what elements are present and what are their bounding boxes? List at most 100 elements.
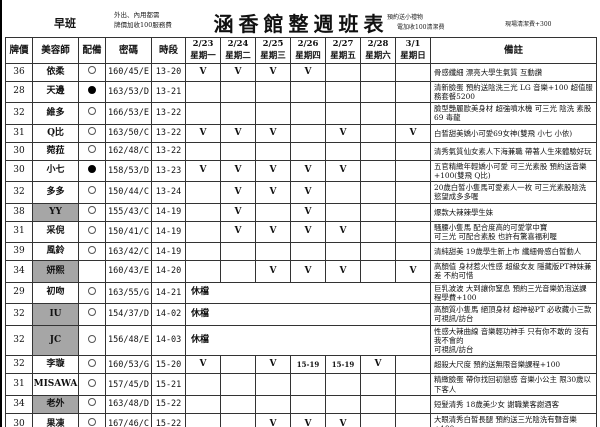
time-cell: 14-20 bbox=[151, 260, 186, 283]
time-cell: 13-22 bbox=[151, 102, 186, 125]
day-cell bbox=[290, 373, 326, 396]
rest-cell: 休檔 bbox=[185, 324, 431, 357]
name-cell: Q比 bbox=[32, 123, 79, 143]
price-cell: 30 bbox=[5, 159, 33, 183]
day-date: 3/1 bbox=[405, 39, 421, 49]
equip-cell bbox=[78, 373, 106, 396]
name-cell: 維多 bbox=[32, 102, 79, 125]
col-header-day-7: 3/1 星期日 bbox=[395, 37, 431, 64]
price-cell: 32 bbox=[5, 324, 33, 357]
time-cell: 13-21 bbox=[151, 80, 186, 104]
name-cell: 初吻 bbox=[32, 281, 79, 305]
day-cell bbox=[220, 355, 256, 375]
time-cell: 13-23 bbox=[151, 159, 186, 183]
name-cell: 李璇 bbox=[32, 355, 79, 375]
day-cell: V bbox=[255, 220, 291, 244]
day-cell bbox=[220, 102, 256, 125]
day-cell bbox=[325, 202, 361, 222]
day-cell: V bbox=[290, 260, 326, 283]
open-circle-icon bbox=[88, 418, 96, 427]
day-cell: 15-19 bbox=[325, 355, 361, 375]
time-cell: 15-22 bbox=[151, 394, 186, 414]
day-cell bbox=[185, 220, 221, 244]
table-row: 32 維多 166/53/E 13-22 臉型艷麗歐美身材 超強噴水機 可三光 陰洗 素… bbox=[5, 102, 597, 125]
name-cell: 妍熙 bbox=[32, 260, 79, 283]
time-cell: 15-21 bbox=[151, 373, 186, 396]
time-cell: 13-24 bbox=[151, 181, 186, 204]
price-cell: 38 bbox=[5, 202, 33, 222]
header-note-left-line2: 牌價加收100服務費 bbox=[114, 20, 172, 29]
equip-cell bbox=[78, 303, 106, 326]
col-header-day-5: 2/27 星期五 bbox=[325, 37, 361, 64]
day-cell: V bbox=[185, 123, 221, 143]
table-row: 28 天邊 163/53/D 13-21 清新臉蛋 預約送陰洗三光 LG 音樂+100 … bbox=[5, 80, 597, 104]
day-cell bbox=[255, 80, 291, 104]
day-cell bbox=[185, 141, 221, 161]
code-cell: 163/53/D bbox=[105, 80, 152, 104]
remark-cell: 臉型艷麗歐美身材 超強噴水機 可三光 陰洗 素股 69 毒龍 bbox=[430, 102, 597, 125]
day-cell: 15-19 bbox=[290, 355, 326, 375]
equip-cell bbox=[78, 62, 106, 82]
time-cell: 14-19 bbox=[151, 202, 186, 222]
day-cell bbox=[220, 260, 256, 283]
price-cell: 36 bbox=[5, 62, 33, 82]
table-row: 38 YY 155/43/C 14-19 V V 爆款大辣辣學生妹 bbox=[5, 202, 597, 222]
day-cell: V bbox=[220, 181, 256, 204]
code-cell: 167/46/C bbox=[105, 412, 152, 427]
time-cell: 15-22 bbox=[151, 412, 186, 427]
day-date: 2/26 bbox=[297, 39, 319, 49]
filled-circle-icon bbox=[88, 164, 96, 173]
page-title: 涵香館整週班表 bbox=[213, 12, 389, 36]
price-cell: 30 bbox=[5, 412, 33, 427]
day-cell bbox=[185, 373, 221, 396]
day-cell: V bbox=[220, 202, 256, 222]
filled-circle-icon bbox=[88, 85, 96, 94]
name-cell: 依柔 bbox=[32, 62, 79, 82]
day-cell bbox=[290, 102, 326, 125]
day-cell: V bbox=[220, 159, 256, 183]
day-cell: V bbox=[255, 62, 291, 82]
price-cell: 32 bbox=[5, 181, 33, 204]
price-cell: 31 bbox=[5, 373, 33, 396]
remark-cell: 精緻臉蛋 帶你找回初戀感 音樂小公主 限30歲以下客人 bbox=[430, 373, 597, 396]
day-weekday: 星期日 bbox=[400, 51, 426, 62]
day-cell bbox=[360, 260, 396, 283]
equip-cell bbox=[78, 123, 106, 143]
table-row: 34 妍熙 160/43/E 14-20 V V V V 高顏值 身材惹火性感 超級女友 隱藏版… bbox=[5, 260, 597, 283]
table-row: 32 JC 156/48/E 14-03 休檔 性感大辣曲線 音樂輕功神手 只有你不敢的 … bbox=[5, 324, 597, 357]
table-row: 32 多多 150/44/C 13-24 V V V 20歲白皙小隻馬可愛素人一枚 可三光素股… bbox=[5, 181, 597, 204]
day-cell bbox=[220, 80, 256, 104]
name-cell: 小七 bbox=[32, 159, 79, 183]
day-weekday: 星期二 bbox=[225, 51, 251, 62]
time-cell: 14-03 bbox=[151, 324, 186, 357]
day-weekday: 星期五 bbox=[330, 51, 356, 62]
equip-cell bbox=[78, 181, 106, 204]
day-cell bbox=[185, 102, 221, 125]
day-cell: V bbox=[255, 123, 291, 143]
day-cell bbox=[325, 62, 361, 82]
day-weekday: 星期三 bbox=[260, 51, 286, 62]
equip-cell bbox=[78, 412, 106, 427]
time-cell: 14-21 bbox=[151, 281, 186, 305]
day-cell bbox=[395, 62, 431, 82]
day-cell: V bbox=[185, 355, 221, 375]
name-cell: 果凍 bbox=[32, 412, 79, 427]
day-cell bbox=[255, 373, 291, 396]
day-cell bbox=[185, 394, 221, 414]
day-cell: V bbox=[290, 220, 326, 244]
code-cell: 158/53/D bbox=[105, 159, 152, 183]
remark-cell: 高顏值 身材惹火性感 超級女友 隱藏版PT神妹兼差 不約可惜 bbox=[430, 260, 597, 283]
header-note-cleaning-fee: 現場清潔費+300 bbox=[505, 21, 552, 28]
day-cell bbox=[395, 202, 431, 222]
price-cell: 30 bbox=[5, 141, 33, 161]
table-row: 32 IU 154/37/D 14-02 休檔 高顏質小隻馬 絕頂身材 超神祕PT 必收藏… bbox=[5, 303, 597, 326]
equip-cell bbox=[78, 202, 106, 222]
price-cell: 39 bbox=[5, 242, 33, 262]
day-cell bbox=[255, 102, 291, 125]
code-cell: 160/43/E bbox=[105, 260, 152, 283]
day-cell: V bbox=[360, 355, 396, 375]
remark-cell: 白皙甜美嬌小可愛69女神(雙飛 小七 小依) bbox=[430, 123, 597, 143]
remark-cell: 大眼清秀白皙長腿 預約送三光陰洗有聲音樂+100 bbox=[430, 412, 597, 427]
remark-cell: 五官精緻年輕嬌小可愛 可三光素股 預約送音樂+100(雙飛 Q比) bbox=[430, 159, 597, 183]
